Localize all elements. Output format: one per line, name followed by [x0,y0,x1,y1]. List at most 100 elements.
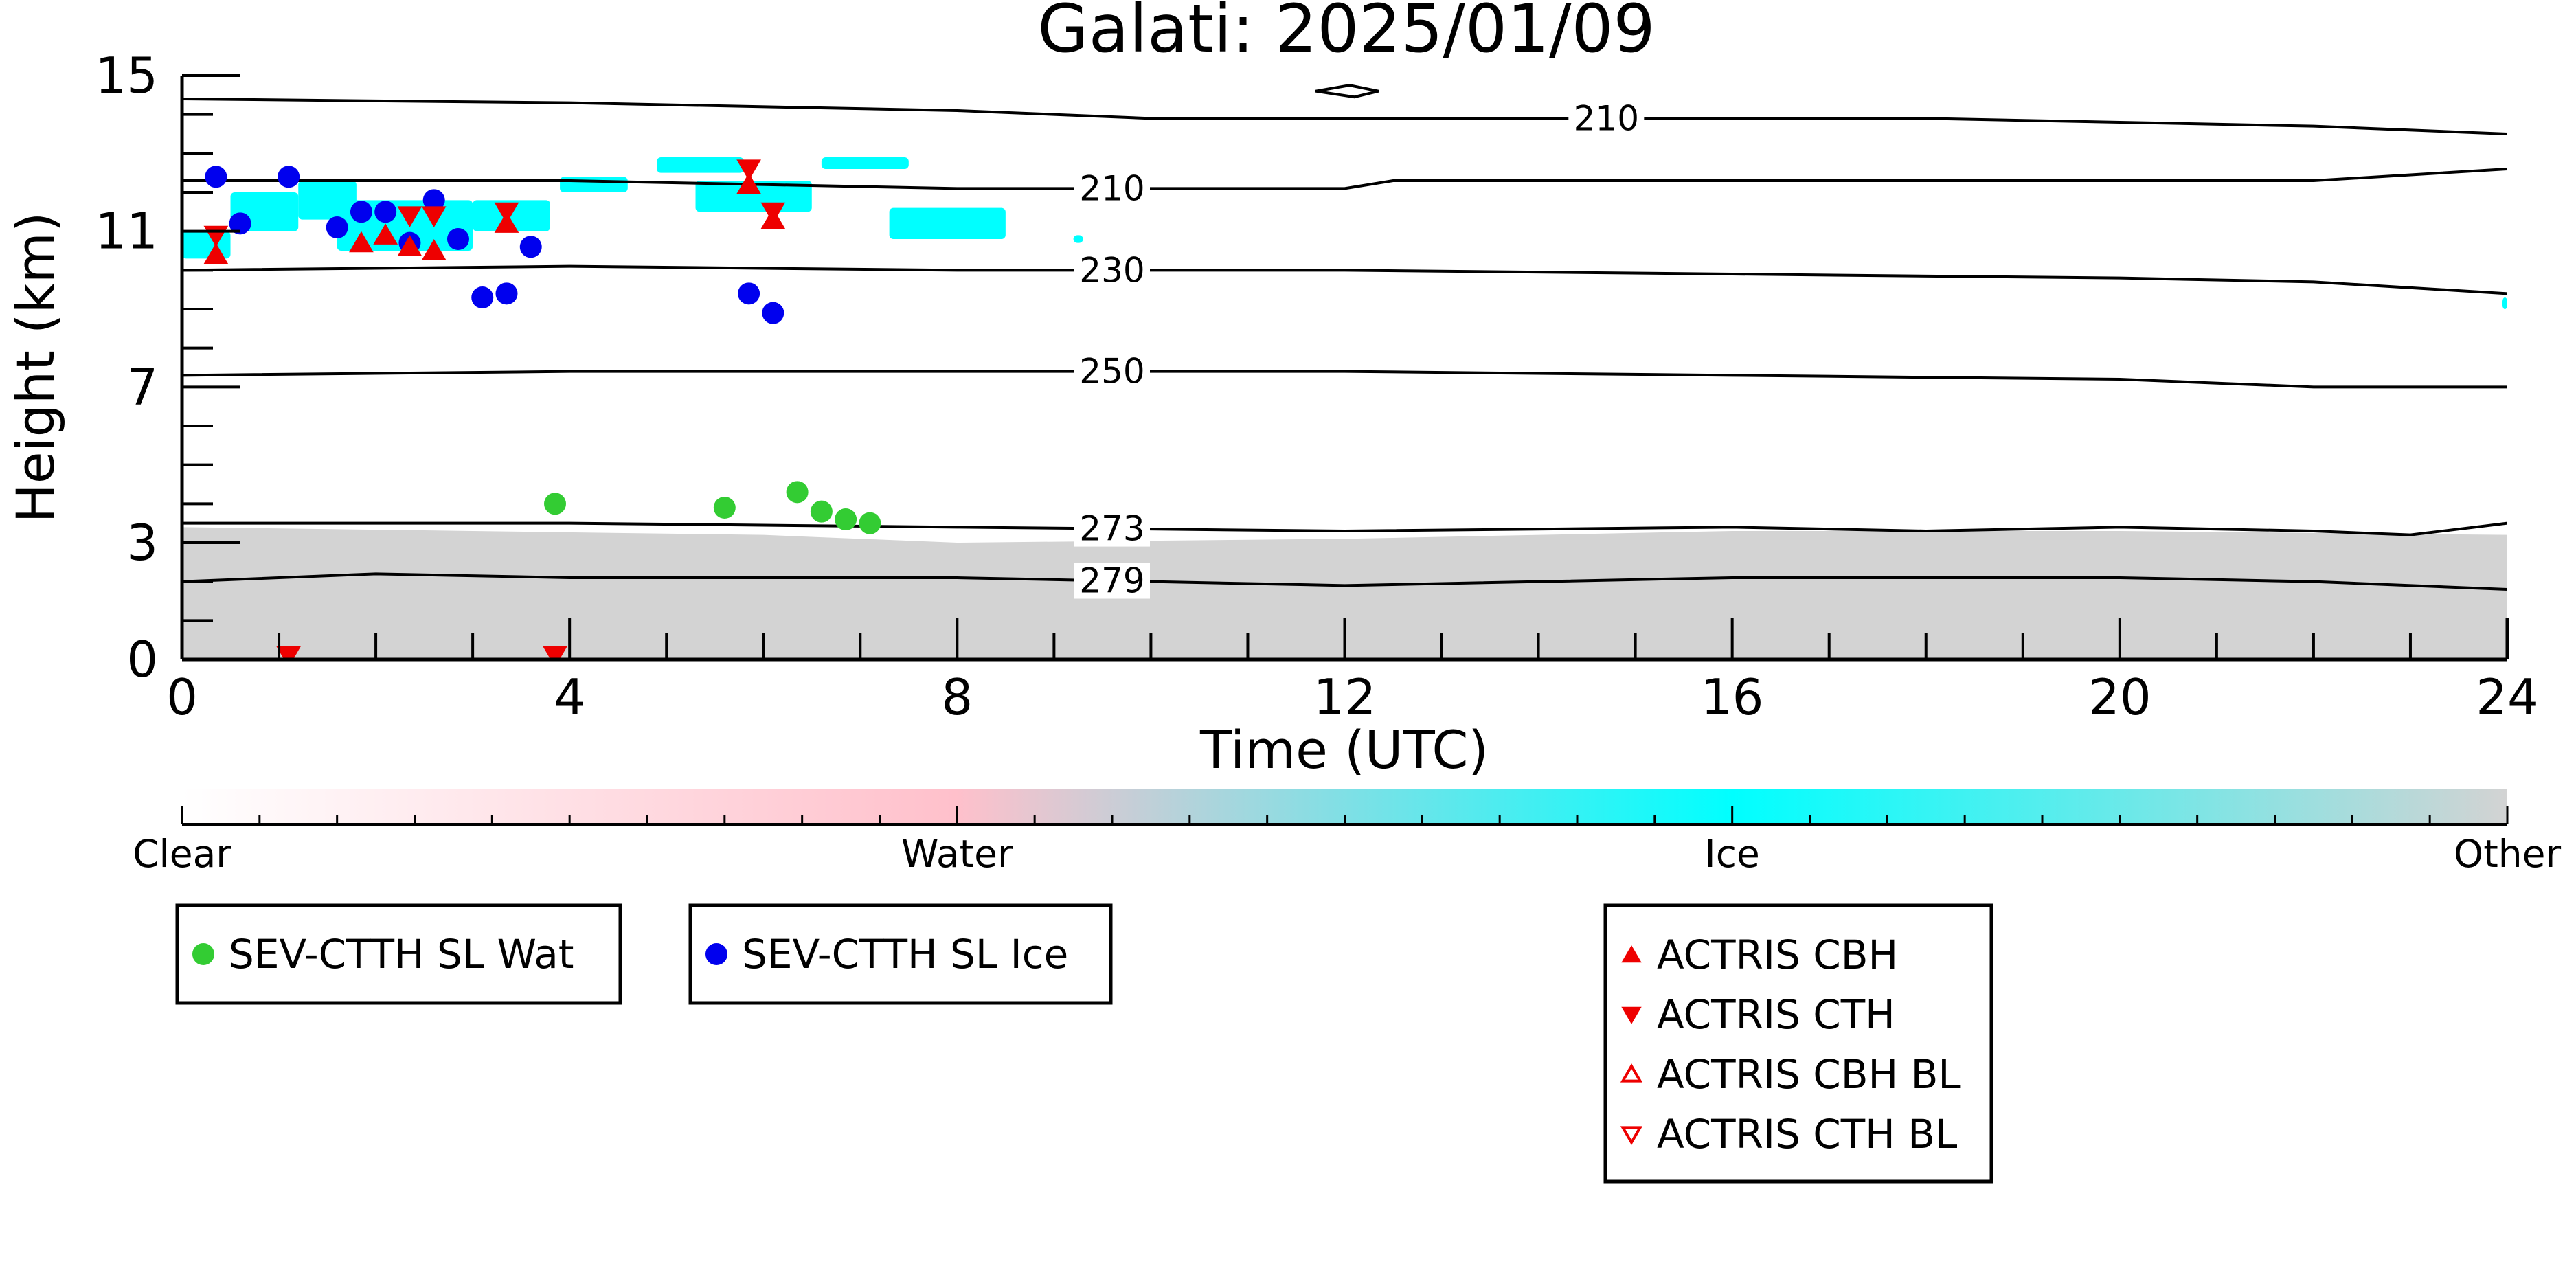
contour-label: 230 [1079,250,1144,290]
legend-frame [688,903,1113,1005]
ice-point [205,166,227,188]
ice-point [278,166,300,188]
contour-line [182,521,2507,536]
x-tick-label: 24 [2476,668,2539,726]
ice-point [229,212,251,235]
legend-label: SEV-CTTH SL Ice [742,931,1068,978]
legends: SEV-CTTH SL Wat SEV-CTTH SL Ice ACTRIS CBH… [175,903,1993,1184]
cth-marker [421,206,447,227]
x-ticks [181,618,2509,659]
colorbar-label: Other [2454,832,2562,876]
contour-label-bg [1568,100,1645,137]
contour-label: 250 [1079,352,1144,392]
cloud-ice-patch [821,157,909,169]
y-tick-label: 3 [126,514,158,572]
cbh-marker [349,231,374,253]
cbh-marker [397,235,422,256]
colorbar-label: Water [901,832,1013,876]
x-tick-label: 20 [2088,668,2151,726]
temperature-contours [182,98,2507,591]
contour-line [182,370,2507,389]
legend-triangle-up [1621,945,1642,963]
plot-area [182,84,2507,659]
legend-label: SEV-CTTH SL Wat [229,931,574,978]
contour-label-bg [1074,353,1150,389]
cbh-marker [421,239,447,260]
contour-label-bg [1074,170,1150,207]
cbh-marker [203,242,229,264]
contour-label-bg [1074,252,1150,289]
legend-triangle-down [1621,1006,1642,1024]
cloud-other-region [182,527,2507,659]
ice-point [350,201,372,223]
legend-label: ACTRIS CTH [1657,991,1895,1038]
cth-marker [276,646,301,659]
legend-box: SEV-CTTH SL Wat [175,903,622,1005]
water-point [713,497,736,519]
ice-point [495,282,518,305]
cloud-ice-patch [1073,235,1083,243]
colorbar-labels: Clear Water Ice Other [133,832,2561,876]
legend-circle-marker [192,943,214,965]
cth-marker [736,159,761,181]
axes: 0 4 8 12 16 20 24 0 3 7 11 15 [95,47,2538,726]
x-tick-label: 8 [941,668,973,726]
ice-point [471,286,494,308]
cloud-ice-patch [2502,297,2507,309]
contour-label: 273 [1079,509,1144,549]
colorbar-label: Ice [1705,832,1760,876]
ice-point [374,201,397,223]
legend-label: ACTRIS CBH BL [1657,1051,1961,1098]
cth-marker [543,646,567,659]
legend-circle-marker [705,943,727,965]
water-point [786,481,809,504]
x-tick-labels: 0 4 8 12 16 20 24 [166,668,2539,726]
y-tick-label: 7 [126,358,158,416]
legend-triangle-up-open [1620,1063,1643,1083]
small-contour-loop [1315,84,1379,99]
ice-point [447,228,469,250]
cth-marker [397,206,422,227]
legend-box: SEV-CTTH SL Ice [688,903,1113,1005]
ice-point [422,189,445,212]
data-markers [203,159,881,659]
ice-point [326,216,348,238]
x-tick-label: 0 [166,668,198,726]
contour-label-bg [1074,510,1150,547]
water-point [810,500,833,523]
cth-marker [494,202,519,224]
contour-line [182,572,2507,591]
y-tick-label: 0 [126,631,158,688]
y-axis-label: Height (km) [5,212,66,523]
ice-point [762,302,784,324]
x-tick-label: 16 [1701,668,1764,726]
legend-triangle-down-open [1620,1126,1643,1145]
water-point [859,512,881,534]
legend-box: ACTRIS CBH ACTRIS CTH ACTRIS CBH BL ACTRIS … [1603,903,1993,1184]
cloud-ice-patch [473,200,550,231]
contour-labels: 210 210 230 250 273 279 [1074,98,1645,601]
contour-label-bg [1074,563,1150,599]
y-tick-label: 15 [95,47,158,104]
x-axis-label: Time (UTC) [1199,719,1489,780]
x-tick-label: 12 [1313,668,1377,726]
cbh-marker [736,172,761,194]
colorbar: Clear Water Ice Other [133,789,2561,876]
cloud-ice-patch [560,177,628,192]
cth-marker [760,202,786,224]
legend-frame [175,903,622,1005]
legend-frame [1603,903,1993,1184]
cloud-ice-patch [889,207,1006,239]
y-tick-labels: 0 3 7 11 15 [95,47,158,688]
contour-line [182,98,2507,135]
y-tick-label: 11 [95,203,158,260]
colorbar-label: Clear [133,832,231,876]
cbh-marker [373,223,398,245]
chart-title: Galati: 2025/01/09 [1037,0,1655,67]
cloud-ice-patch [657,157,745,173]
y-ticks [182,74,240,661]
water-point [835,508,857,530]
contour-line [182,264,2507,295]
contour-label: 279 [1079,561,1144,601]
